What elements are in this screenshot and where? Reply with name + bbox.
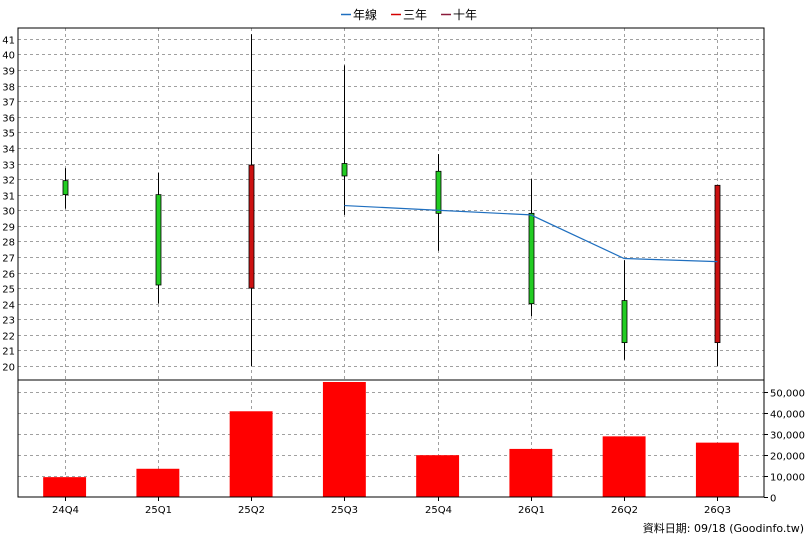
price-tick-label: 23 xyxy=(2,316,15,327)
category-tick-label: 25Q1 xyxy=(145,505,172,516)
volume-tick-label: 0 xyxy=(770,494,776,505)
candle-body xyxy=(435,170,442,214)
volume-bar xyxy=(322,382,366,497)
volume-bar xyxy=(43,477,87,497)
price-frame xyxy=(17,27,765,381)
price-tick-label: 33 xyxy=(2,161,15,172)
price-tick-label: 30 xyxy=(2,207,15,218)
category-tick-label: 25Q3 xyxy=(331,505,358,516)
price-tick-label: 37 xyxy=(2,98,15,109)
candle-body xyxy=(248,164,255,289)
volume-tick-label: 10,000 xyxy=(770,473,805,484)
data-date-note: 資料日期: 09/18 (Goodinfo.tw) xyxy=(643,521,804,535)
price-tick-label: 39 xyxy=(2,67,15,78)
price-tick-label: 28 xyxy=(2,238,15,249)
category-tick-label: 24Q4 xyxy=(52,505,79,516)
volume-tick-label: 50,000 xyxy=(770,389,805,400)
price-tick-label: 35 xyxy=(2,129,15,140)
price-tick-label: 29 xyxy=(2,223,15,234)
volume-bar xyxy=(136,468,180,497)
candle-body xyxy=(155,194,162,286)
volume-bar xyxy=(509,448,553,497)
annual-line xyxy=(344,204,718,263)
volume-tick-label: 30,000 xyxy=(770,431,805,442)
price-tick-label: 24 xyxy=(2,301,15,312)
price-panel xyxy=(62,34,721,366)
price-tick-label: 34 xyxy=(2,145,15,156)
legend-label: 三年 xyxy=(403,8,427,22)
price-tick-label: 32 xyxy=(2,176,15,187)
price-tick-label: 31 xyxy=(2,192,15,203)
volume-panel xyxy=(43,382,739,497)
candle-body xyxy=(714,184,721,344)
price-tick-label: 20 xyxy=(2,363,15,374)
legend: 年線 三年 十年 xyxy=(341,7,477,22)
category-tick-label: 25Q2 xyxy=(238,505,265,516)
category-tick-label: 25Q4 xyxy=(425,505,452,516)
legend-label: 年線 xyxy=(353,7,377,22)
grid xyxy=(18,28,764,497)
volume-frame xyxy=(17,379,765,498)
price-tick-label: 41 xyxy=(2,36,15,47)
price-tick-label: 27 xyxy=(2,254,15,265)
price-tick-label: 40 xyxy=(2,51,15,62)
volume-tick-label: 40,000 xyxy=(770,410,805,421)
volume-tick-label: 20,000 xyxy=(770,452,805,463)
price-tick-label: 26 xyxy=(2,270,15,281)
candle-body xyxy=(621,300,628,344)
price-tick-label: 38 xyxy=(2,83,15,94)
candle-body xyxy=(62,180,69,196)
candle-body xyxy=(341,163,348,177)
volume-bar xyxy=(695,442,739,497)
volume-bar xyxy=(229,411,273,497)
price-tick-label: 21 xyxy=(2,347,15,358)
category-tick-label: 26Q3 xyxy=(704,505,731,516)
price-tick-label: 22 xyxy=(2,332,15,343)
category-tick-label: 26Q1 xyxy=(518,505,545,516)
price-tick-label: 25 xyxy=(2,285,15,296)
category-tick-label: 26Q2 xyxy=(611,505,638,516)
legend-label: 十年 xyxy=(453,8,477,22)
volume-bar xyxy=(602,436,646,497)
candle-body xyxy=(528,212,535,305)
volume-bar xyxy=(416,455,460,497)
price-tick-label: 36 xyxy=(2,114,15,125)
axes: 20 21 22 23 24 25 26 27 28 29 30 31 32 33 34 35 36 37 38 39… xyxy=(2,27,805,516)
